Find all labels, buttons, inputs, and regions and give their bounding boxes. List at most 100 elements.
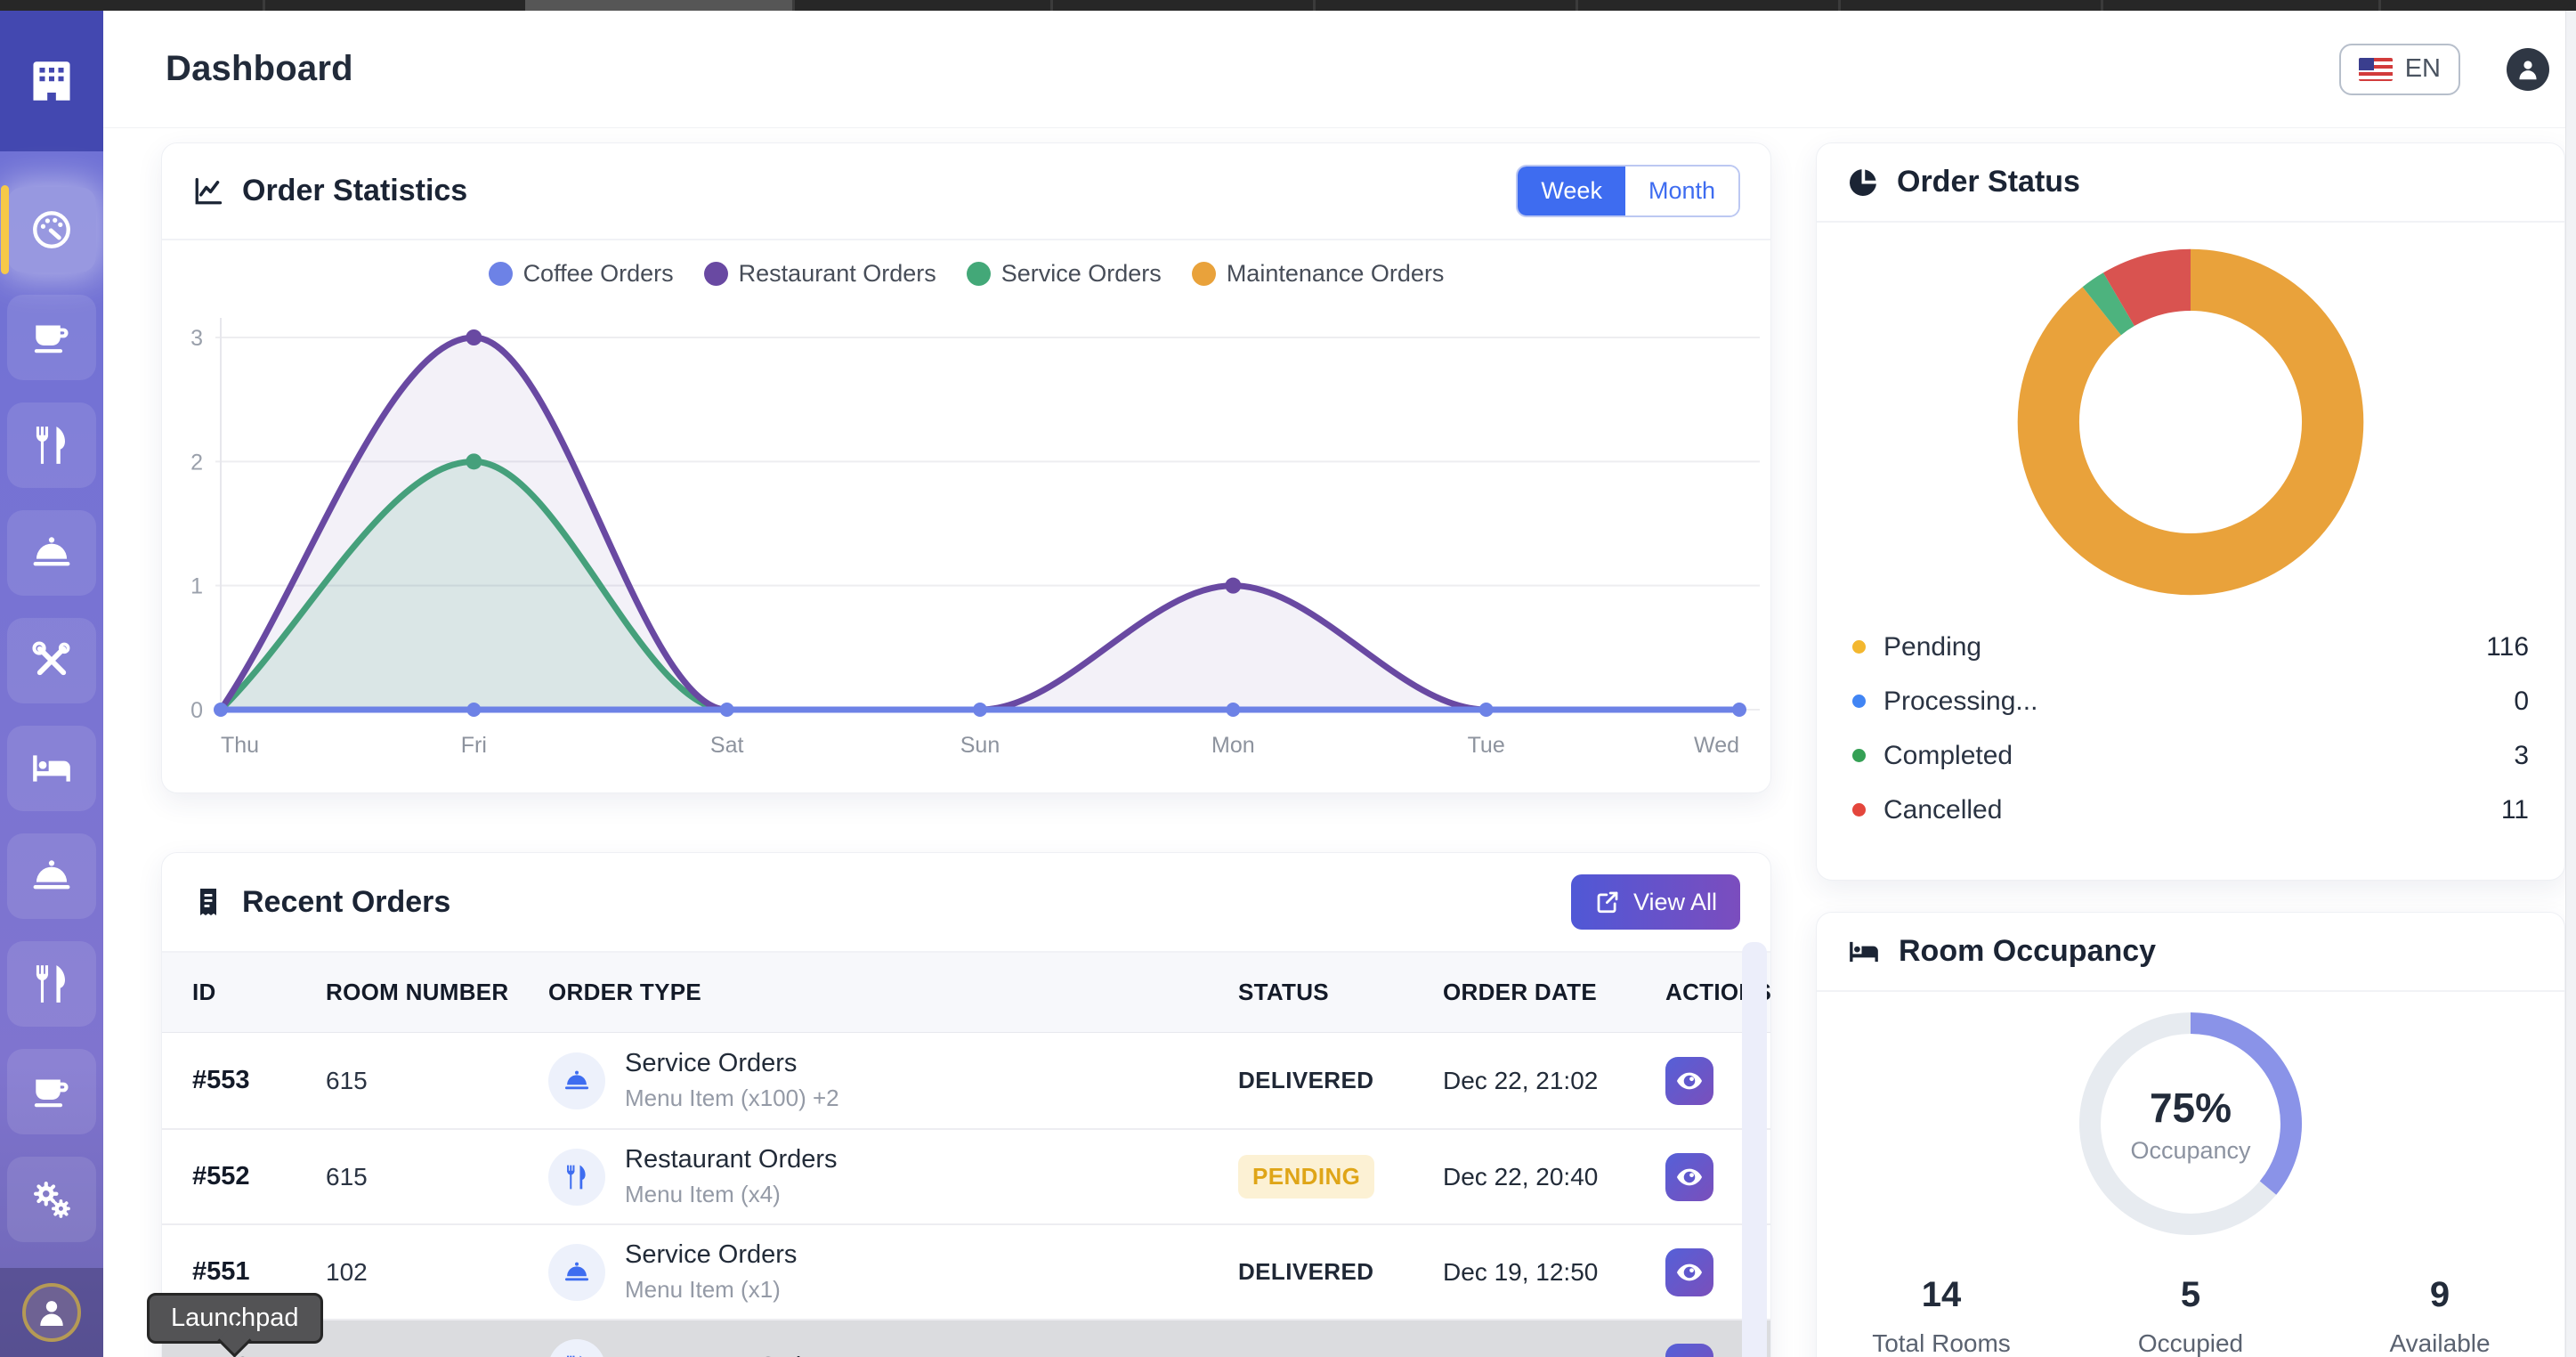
svg-text:1: 1 (190, 574, 203, 599)
launchpad-avatar[interactable] (22, 1283, 81, 1342)
occupancy-stats: 14Total Rooms5 Occupied9Available (1817, 1275, 2564, 1357)
room-number: 615 (326, 1067, 548, 1095)
status-label: Completed (1883, 741, 2013, 771)
column-header: ID (192, 977, 326, 1008)
order-detail: Menu Item (x1) (625, 1276, 797, 1304)
cloche-icon (29, 531, 74, 575)
status-legend-row: Cancelled11 (1852, 783, 2529, 837)
svg-text:Wed: Wed (1694, 733, 1739, 758)
nav-restaurant-2[interactable] (7, 941, 96, 1027)
toggle-week[interactable]: Week (1518, 167, 1625, 215)
page-title: Dashboard (166, 49, 353, 89)
column-header: Order Date (1443, 977, 1665, 1008)
occupancy-stat: 14Total Rooms (1817, 1275, 2066, 1357)
external-link-icon (1594, 889, 1621, 915)
legend-dot-icon (967, 262, 991, 286)
order-id: #552 (192, 1162, 326, 1191)
view-order-button[interactable] (1665, 1248, 1713, 1296)
order-status-legend: Pending116Processing...0Completed3Cancel… (1817, 620, 2564, 837)
legend-item[interactable]: Coffee Orders (489, 260, 674, 288)
legend-item[interactable]: Restaurant Orders (704, 260, 936, 288)
legend-item[interactable]: Service Orders (967, 260, 1162, 288)
legend-dot-icon (1192, 262, 1216, 286)
status-value: 0 (2514, 687, 2529, 717)
svg-text:Mon: Mon (1211, 733, 1255, 758)
view-order-button[interactable] (1665, 1057, 1713, 1105)
sidebar (0, 11, 103, 1357)
nav-service[interactable] (7, 510, 96, 596)
view-order-button[interactable] (1665, 1153, 1713, 1201)
eye-icon (1675, 1163, 1704, 1191)
sidebar-nav (0, 187, 103, 1242)
nav-dashboard[interactable] (7, 187, 96, 272)
nav-restaurant[interactable] (7, 402, 96, 488)
utensils-icon (548, 1339, 605, 1357)
utensils-icon (29, 423, 74, 467)
person-icon (34, 1295, 69, 1330)
us-flag-icon (2359, 58, 2393, 81)
svg-text:Tue: Tue (1468, 733, 1505, 758)
table-row[interactable]: #550102Restaurant OrdersDELIVEREDDec 19,… (162, 1319, 1770, 1357)
order-type: Service Orders (625, 1240, 797, 1270)
top-header: Dashboard EN (103, 11, 2576, 128)
svg-text:3: 3 (190, 326, 203, 351)
order-type: Restaurant Orders (625, 1353, 838, 1357)
status-badge: DELIVERED (1238, 1353, 1373, 1357)
user-menu-button[interactable] (2507, 48, 2549, 91)
launchpad-tooltip: Launchpad (147, 1293, 323, 1344)
status-legend-row: Processing...0 (1852, 674, 2529, 728)
nav-coffee-2[interactable] (7, 1049, 96, 1134)
svg-text:Thu: Thu (221, 733, 259, 758)
view-order-button[interactable] (1665, 1344, 1713, 1357)
order-date: Dec 22, 20:40 (1443, 1163, 1665, 1191)
browser-tab-strip (0, 0, 2576, 11)
recent-orders-card: Recent Orders View All IDRoom NumberOrde… (161, 852, 1771, 1357)
room-occupancy-card: Room Occupancy 75% Occupancy 14Total Roo… (1816, 912, 2565, 1357)
table-row[interactable]: #553615Service OrdersMenu Item (x100) +2… (162, 1033, 1770, 1128)
status-label: Cancelled (1883, 795, 2002, 825)
gears-icon (29, 1177, 74, 1222)
app-logo (0, 11, 103, 151)
table-scrollbar[interactable] (1742, 942, 1767, 1357)
nav-service-2[interactable] (7, 833, 96, 919)
table-row[interactable]: #551102 Service Orders Menu Item (x1) DELIV… (162, 1223, 1770, 1319)
browser-active-tab (525, 0, 792, 11)
order-status-donut[interactable] (2011, 242, 2370, 602)
coffee-icon (29, 1069, 74, 1114)
chart-line-icon (192, 175, 224, 207)
room-number: 102 (326, 1258, 548, 1287)
nav-rooms[interactable] (7, 726, 96, 811)
stat-value: 5 (2066, 1275, 2315, 1315)
order-date: Dec 19, 12:50 (1443, 1353, 1665, 1357)
status-badge: DELIVERED (1238, 1258, 1373, 1285)
view-all-button[interactable]: View All (1571, 874, 1740, 930)
legend-dot-icon (489, 262, 513, 286)
order-id: #553 (192, 1066, 326, 1095)
toggle-month[interactable]: Month (1625, 167, 1738, 215)
order-detail: Menu Item (x4) (625, 1181, 838, 1208)
occupancy-stat: 9Available (2315, 1275, 2564, 1357)
order-statistics-chart[interactable]: 0123ThuFriSatSunMonTueWed (162, 293, 1770, 774)
svg-text:Sat: Sat (710, 733, 744, 758)
stat-label: Occupied (2066, 1329, 2315, 1357)
status-dot-icon (1852, 749, 1866, 762)
week-month-toggle: WeekMonth (1516, 165, 1740, 217)
room-number: 615 (326, 1163, 548, 1191)
column-header: Room Number (326, 977, 548, 1008)
stat-label: Total Rooms (1817, 1329, 2066, 1357)
status-value: 116 (2486, 632, 2529, 662)
svg-text:Fri: Fri (461, 733, 487, 758)
page-scrollbar[interactable] (2565, 11, 2576, 1357)
nav-maintenance[interactable] (7, 618, 96, 703)
order-type: Service Orders (625, 1049, 839, 1078)
eye-icon (1675, 1067, 1704, 1095)
language-selector[interactable]: EN (2339, 44, 2460, 95)
person-circle-icon (2515, 56, 2541, 83)
nav-coffee[interactable] (7, 295, 96, 380)
status-badge: PENDING (1238, 1155, 1374, 1199)
nav-settings[interactable] (7, 1157, 96, 1242)
status-label: Pending (1883, 632, 1981, 662)
order-id: #551 (192, 1257, 326, 1287)
table-row[interactable]: #552615Restaurant OrdersMenu Item (x4)PE… (162, 1128, 1770, 1223)
legend-item[interactable]: Maintenance Orders (1192, 260, 1445, 288)
